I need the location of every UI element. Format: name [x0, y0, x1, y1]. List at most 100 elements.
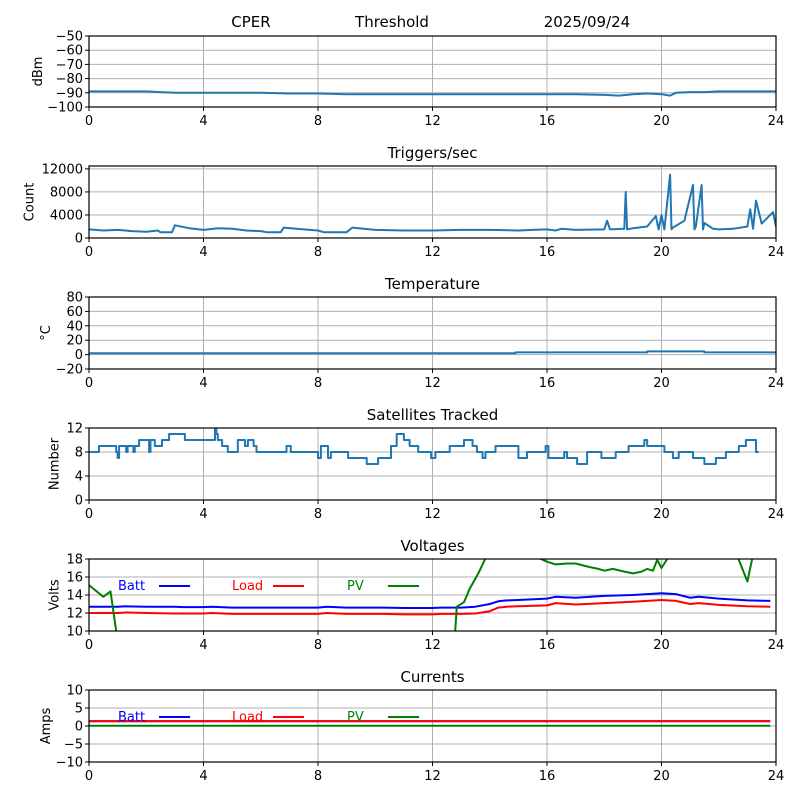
- series-line-pv: [89, 559, 754, 631]
- panel-title: Satellites Tracked: [367, 406, 498, 424]
- panel-title: Currents: [400, 668, 464, 686]
- panel-satellites: 0 4 8 12 16 20 24 0 4 8 12 Satellites Tracked Number: [47, 406, 784, 522]
- x-tick-label: 0: [85, 507, 93, 522]
- series-group: [89, 90, 776, 97]
- x-tick-label: 16: [539, 638, 556, 653]
- y-tick-label: −20: [56, 363, 83, 378]
- series-group: [89, 720, 771, 727]
- x-tick-label: 20: [653, 376, 670, 391]
- legend-label: Batt: [118, 710, 145, 725]
- y-tick-label: −70: [56, 58, 83, 73]
- x-tick-label: 4: [199, 769, 207, 784]
- y-tick-label: 60: [66, 305, 83, 320]
- y-tick-label: 12: [66, 607, 83, 622]
- y-tick-label: 20: [66, 334, 83, 349]
- y-tick-label: −10: [56, 756, 83, 771]
- y-tick-label: 0: [75, 232, 83, 247]
- x-tick-label: 12: [424, 507, 441, 522]
- y-tick-label: 10: [66, 684, 83, 699]
- legend-label: Load: [232, 579, 263, 594]
- x-tick-label: 12: [424, 376, 441, 391]
- y-tick-label: −5: [64, 738, 83, 753]
- x-tick-label: 24: [768, 114, 785, 129]
- x-tick-label: 8: [314, 507, 322, 522]
- y-tick-label: 0: [75, 720, 83, 735]
- x-tick-label: 0: [85, 114, 93, 129]
- legend-item-pv: PV: [347, 579, 419, 594]
- y-tick-label: 14: [66, 589, 83, 604]
- panel-signal: 0 4 8 12 16 20 24 −100−90−80−70−60−50 dBm: [31, 30, 784, 130]
- panel-title: Voltages: [400, 537, 464, 555]
- y-tick-label: 5: [75, 702, 83, 717]
- y-axis-label: Amps: [39, 707, 54, 744]
- y-tick-label: 0: [75, 494, 83, 509]
- y-axis-label: Volts: [47, 579, 62, 611]
- x-tick-label: 0: [85, 638, 93, 653]
- y-axis-label: Number: [47, 437, 62, 490]
- legend-label: Load: [232, 710, 263, 725]
- series-group: [89, 173, 776, 234]
- x-tick-label: 20: [653, 769, 670, 784]
- y-tick-label: 8000: [50, 185, 83, 200]
- x-tick-label: 16: [539, 245, 556, 260]
- x-tick-label: 16: [539, 507, 556, 522]
- x-tick-label: 8: [314, 376, 322, 391]
- panel-triggers: 0 4 8 12 16 20 24 0 4000 8000 12000 Triggers/sec Cou…: [23, 144, 785, 260]
- x-tick-label: 24: [768, 507, 785, 522]
- legend-item-batt: Batt: [118, 579, 190, 594]
- x-tick-label: 20: [653, 638, 670, 653]
- x-tick-label: 4: [199, 376, 207, 391]
- y-tick-label: 0: [75, 348, 83, 363]
- y-tick-label: 16: [66, 571, 83, 586]
- legend-label: Batt: [118, 579, 145, 594]
- legend-label: PV: [347, 710, 364, 725]
- y-axis-label: °C: [39, 325, 54, 341]
- x-tick-label: 16: [539, 376, 556, 391]
- panel-voltages: 0 4 8 12 16 20 24 10 12 14 16 18 Voltages Volts Batt Lo…: [47, 537, 784, 653]
- x-tick-label: 12: [424, 638, 441, 653]
- x-tick-label: 24: [768, 245, 785, 260]
- x-tick-label: 20: [653, 114, 670, 129]
- y-tick-label: −80: [56, 72, 83, 87]
- legend-item-batt: Batt: [118, 710, 190, 725]
- x-tick-label: 4: [199, 114, 207, 129]
- y-tick-label: −60: [56, 44, 83, 59]
- x-tick-label: 24: [768, 769, 785, 784]
- x-tick-label: 16: [539, 769, 556, 784]
- x-tick-label: 0: [85, 769, 93, 784]
- x-tick-label: 4: [199, 507, 207, 522]
- y-tick-label: 4: [75, 470, 83, 485]
- y-axis-label: dBm: [31, 57, 46, 87]
- series-group: [89, 350, 776, 355]
- panel-currents: 0 4 8 12 16 20 24 −10 −5 0 5 10 Currents Amps Batt Load…: [39, 668, 784, 784]
- x-tick-label: 16: [539, 114, 556, 129]
- y-tick-label: 80: [66, 291, 83, 306]
- y-tick-label: 18: [66, 553, 83, 568]
- header-station: CPER: [231, 13, 270, 31]
- y-tick-label: −50: [56, 30, 83, 45]
- x-tick-label: 24: [768, 376, 785, 391]
- x-tick-label: 8: [314, 245, 322, 260]
- x-tick-label: 12: [424, 245, 441, 260]
- series-line-temperature: [89, 350, 776, 355]
- panel-title: Temperature: [384, 275, 480, 293]
- panel-title: Triggers/sec: [387, 144, 478, 162]
- y-axis-label: Count: [23, 183, 38, 222]
- header-date: 2025/09/24: [544, 13, 630, 31]
- y-tick-label: 12: [66, 422, 83, 437]
- legend-item-load: Load: [232, 710, 304, 725]
- x-tick-label: 12: [424, 769, 441, 784]
- legend-item-load: Load: [232, 579, 304, 594]
- series-group: [89, 428, 759, 465]
- x-tick-label: 12: [424, 114, 441, 129]
- x-tick-label: 0: [85, 376, 93, 391]
- y-tick-label: −90: [56, 86, 83, 101]
- x-tick-label: 20: [653, 507, 670, 522]
- x-tick-label: 8: [314, 114, 322, 129]
- y-tick-label: 40: [66, 319, 83, 334]
- x-tick-label: 8: [314, 638, 322, 653]
- y-tick-label: 8: [75, 446, 83, 461]
- y-tick-label: −100: [47, 101, 83, 116]
- series-line-satellites: [89, 428, 759, 465]
